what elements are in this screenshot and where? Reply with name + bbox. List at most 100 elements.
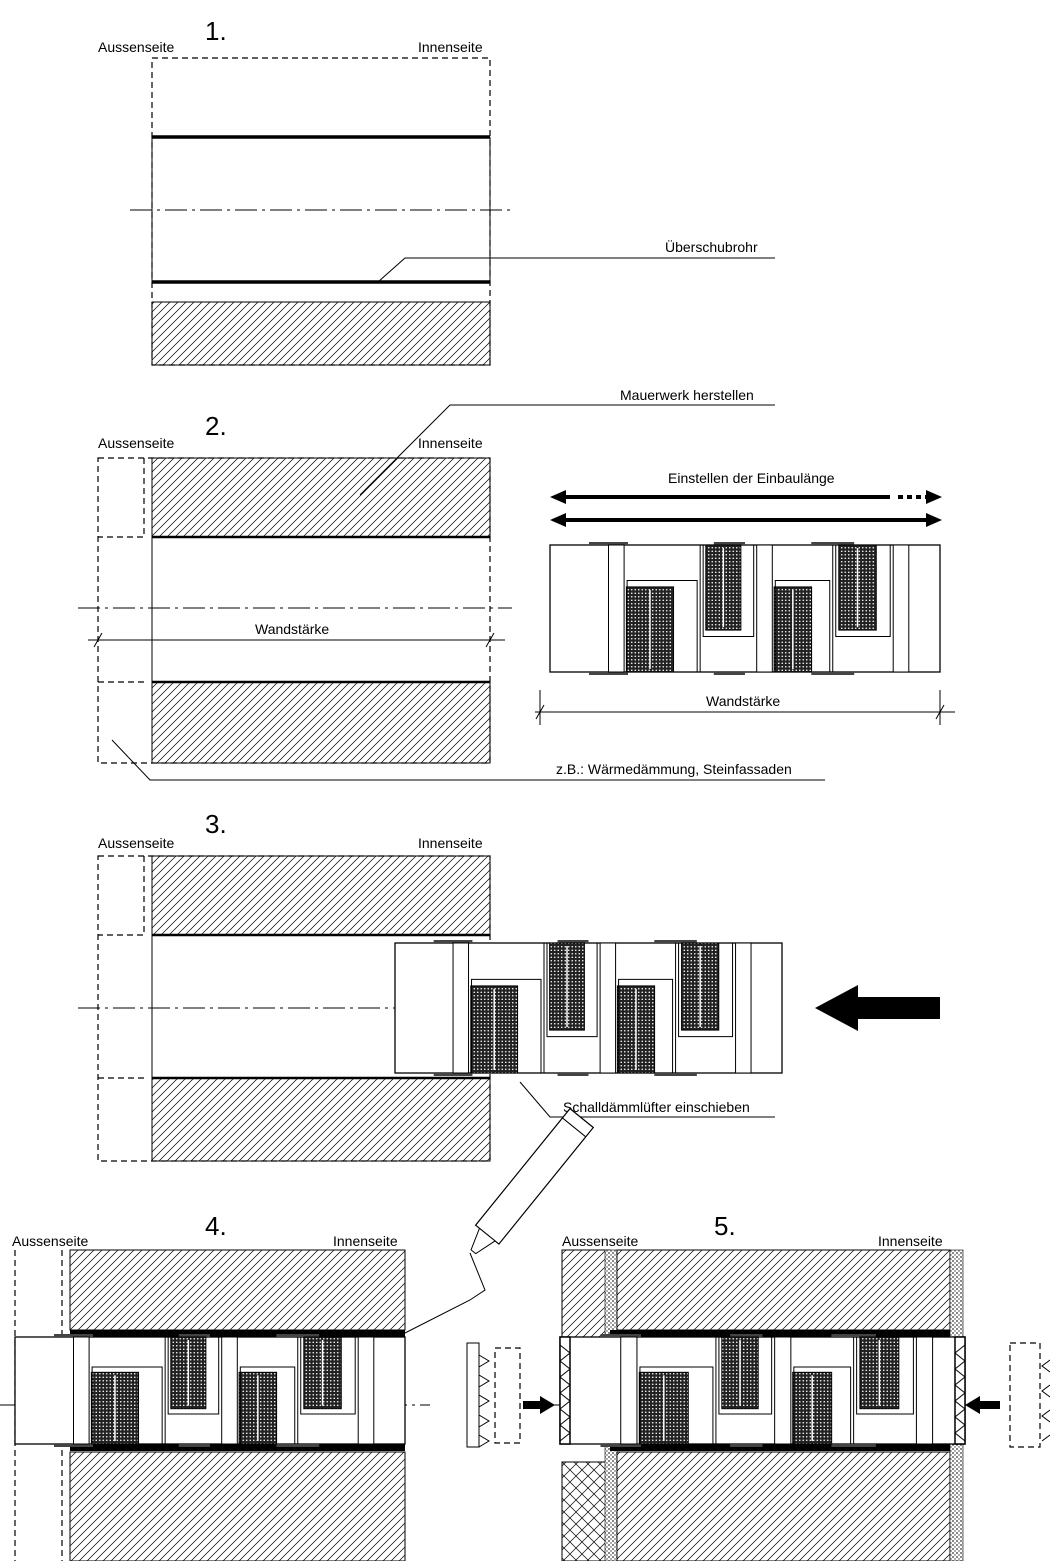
vent-bar [221,1336,238,1445]
insulation-outline [98,856,145,936]
step-number: 4. [205,1211,227,1241]
masonry [151,301,491,366]
annotation: Mauerwerk herstellen [620,387,754,403]
dimension-tick [485,632,495,648]
vent-bar [735,942,752,1074]
baffle [91,1366,163,1444]
baffle [835,545,891,637]
vent-collar [54,1444,93,1447]
step-number: 3. [205,809,227,839]
cartridge-gun [470,1107,595,1255]
vent-bar [756,544,773,673]
step-1: 1. Aussenseite Innenseite Überschubrohr [98,16,775,366]
vent-collar [178,1444,210,1447]
baffle [639,1366,714,1444]
arrow-head [926,490,942,504]
end-grille [559,1336,571,1445]
grille-slat [559,1376,571,1394]
baffle [546,943,598,1038]
masonry [151,681,491,764]
vent-collar [654,1073,697,1076]
vent-collar [589,542,628,545]
dimension-label: Wandstärke [706,693,780,709]
annotation: Schalldämmlüfter einschieben [563,1099,750,1115]
grille-slat [954,1376,966,1394]
insert-arrow [523,1396,555,1414]
grille-slat [559,1344,571,1362]
baffle [167,1337,220,1415]
foam-seal [70,1330,405,1337]
grille-slats [1041,1359,1050,1442]
vent-collar [811,542,855,545]
grille-slat [559,1360,571,1378]
vent-collar [276,1444,320,1447]
ventilator [394,940,783,1076]
grille-body [494,1347,521,1444]
inside-label: Innenseite [418,835,483,851]
vent-bar [774,1336,792,1445]
leader-line [519,1081,775,1118]
vent-collar [730,1444,763,1447]
baffle [718,1337,773,1415]
dimension-label: Wandstärke [255,621,329,637]
arrow-head [550,490,566,504]
outside-label: Aussenseite [98,39,174,55]
vent-collar [831,1444,876,1447]
vent-collar [713,542,745,545]
end-grille [954,1336,966,1445]
grille-slat [954,1344,966,1362]
grille-slat [559,1392,571,1410]
vent-collar [178,1334,210,1337]
grille-slat [954,1392,966,1410]
grille [466,1342,480,1448]
step-2: 2. Aussenseite Innenseite Wandstärke Mau… [78,387,955,781]
vent-collar [433,1073,473,1076]
ventilator [559,1334,966,1447]
step-number: 2. [205,411,227,441]
inside-label: Innenseite [878,1233,943,1249]
vent-bar [620,1336,638,1445]
masonry [151,855,491,936]
foam-seal [70,1444,405,1451]
push-arrow [815,985,940,1031]
step-5: 5. Aussenseite Innenseite [540,1211,1050,1561]
grille-body [1009,1342,1041,1448]
vent-collar [276,1334,320,1337]
step-3: 3. Aussenseite Innenseite Schalldämmlüft… [78,809,940,1162]
grille-slat [954,1424,966,1442]
step-4: 4. Aussenseite Innenseite [0,1107,595,1561]
vent-collar [730,1334,763,1337]
baffle [618,978,674,1073]
inside-label: Innenseite [333,1233,398,1249]
outside-label: Aussenseite [98,835,174,851]
vent-collar [557,1073,589,1076]
baffle [471,978,542,1073]
arrow-head [926,513,942,527]
masonry [69,1451,406,1561]
vent-collar [654,940,697,943]
vent-collar [831,1334,876,1337]
outside-label: Aussenseite [12,1233,88,1249]
dimension-tick [535,704,545,720]
baffle [856,1337,914,1415]
baffle [702,545,755,637]
insulation [561,1461,611,1561]
vent-collar [557,940,589,943]
dimension-tick [93,632,103,648]
baffle [793,1366,852,1444]
foam-seal [610,1444,950,1451]
baffle [678,943,734,1038]
baffle [239,1366,296,1444]
vent-bar [452,942,470,1074]
insert-arrow [965,1396,1000,1414]
vent-bar [357,1336,375,1445]
annotation: Überschubrohr [665,238,758,255]
vent-collar [600,1444,641,1447]
grille-slat [954,1360,966,1378]
grille-slat [559,1424,571,1442]
vent-collar [811,672,855,675]
baffle [626,580,698,672]
outside-label: Aussenseite [562,1233,638,1249]
step-number: 1. [205,16,227,46]
arrow-head [550,513,566,527]
